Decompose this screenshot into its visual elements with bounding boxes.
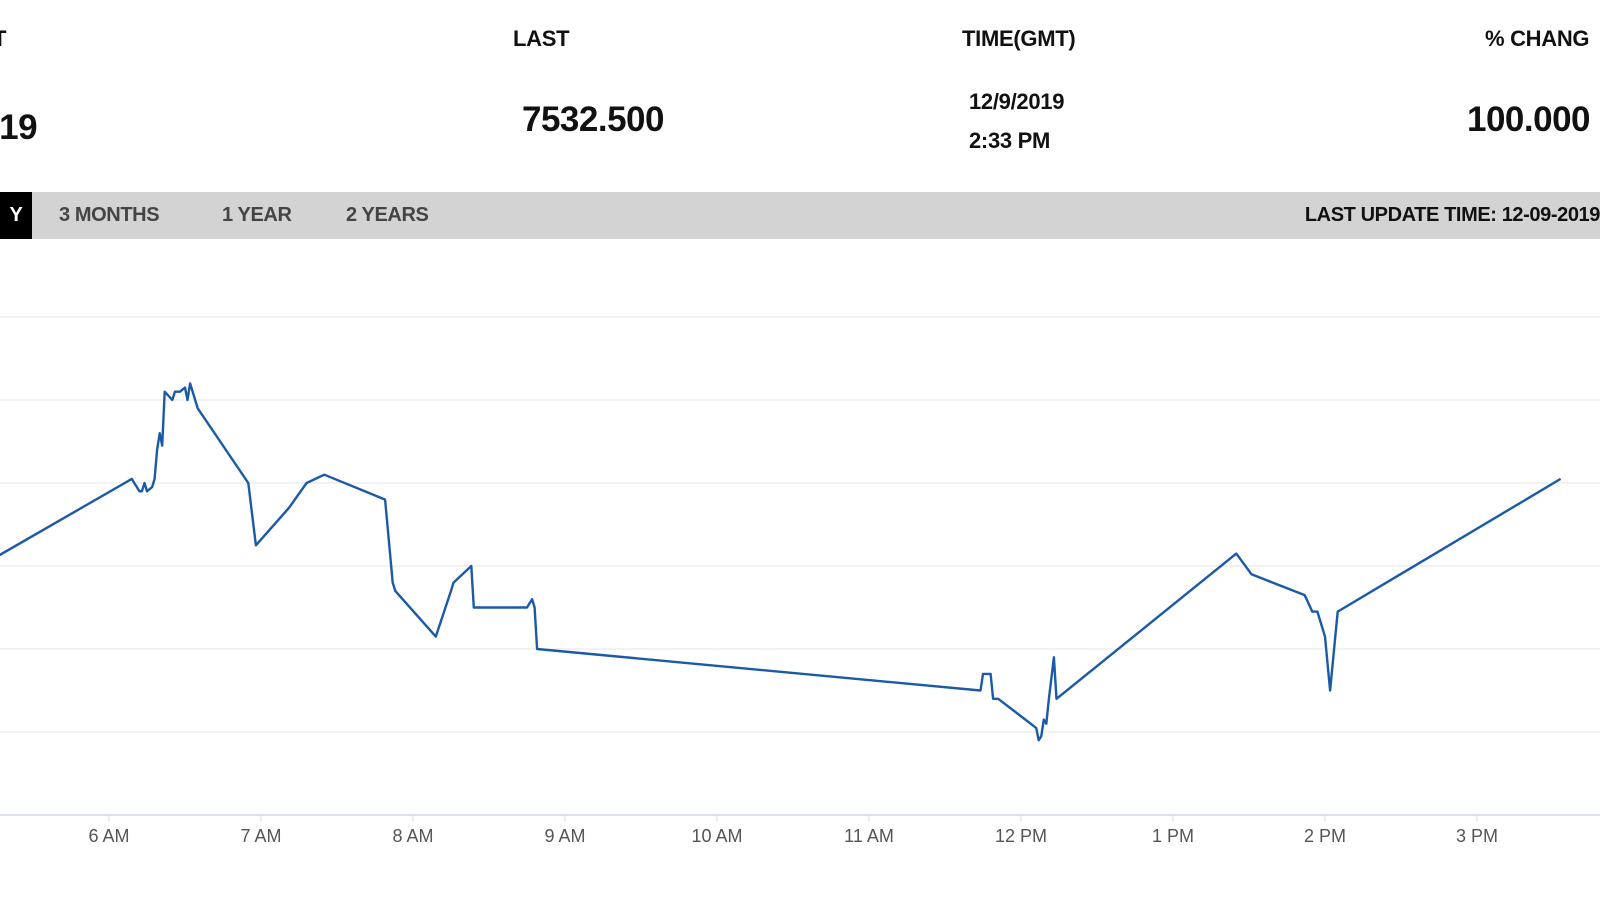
x-axis-ticks: 6 AM 7 AM 8 AM 9 AM 10 AM 11 AM 12 PM 1 PM 2 PM 3… xyxy=(88,815,1498,846)
tab-3-months[interactable]: 3 MONTHS xyxy=(59,204,160,226)
gridlines xyxy=(0,316,1600,733)
tab-1-year[interactable]: 1 YEAR xyxy=(222,204,292,226)
x-tick-label: 12 PM xyxy=(995,826,1047,846)
tab-2-years[interactable]: 2 YEARS xyxy=(346,204,429,226)
range-tab-bar: Y 3 MONTHS 1 YEAR 2 YEARS LAST UPDATE TI… xyxy=(0,192,1600,239)
col-header-last: LAST xyxy=(513,26,570,51)
x-tick-label: 8 AM xyxy=(392,826,433,846)
x-tick-label: 6 AM xyxy=(88,826,129,846)
percent-change-value: 100.000 xyxy=(1467,100,1591,139)
x-tick-label: 7 AM xyxy=(240,826,281,846)
trade-time: 2:33 PM xyxy=(969,128,1051,153)
x-tick-label: 9 AM xyxy=(544,826,585,846)
x-tick-label: 2 PM xyxy=(1304,826,1346,846)
intraday-line-chart: 6 AM 7 AM 8 AM 9 AM 10 AM 11 AM 12 PM 1 PM 2 PM 3… xyxy=(0,316,1600,846)
col-header-time: TIME(GMT) xyxy=(962,26,1076,51)
x-tick-label: 10 AM xyxy=(691,826,742,846)
col-header-1: T xyxy=(0,26,6,52)
col-header-change: % CHANG xyxy=(1485,26,1590,51)
x-tick-label: 3 PM xyxy=(1456,826,1498,846)
price-series-line xyxy=(0,382,1562,742)
col-value-1: :19 xyxy=(0,108,38,147)
last-update-time: LAST UPDATE TIME: 12-09-2019 xyxy=(1304,204,1600,226)
x-tick-label: 11 AM xyxy=(844,826,894,846)
trade-date: 12/9/2019 xyxy=(969,89,1065,114)
last-price-value: 7532.500 xyxy=(522,100,664,139)
tab-day[interactable]: Y xyxy=(0,192,32,239)
x-tick-label: 1 PM xyxy=(1152,826,1194,846)
